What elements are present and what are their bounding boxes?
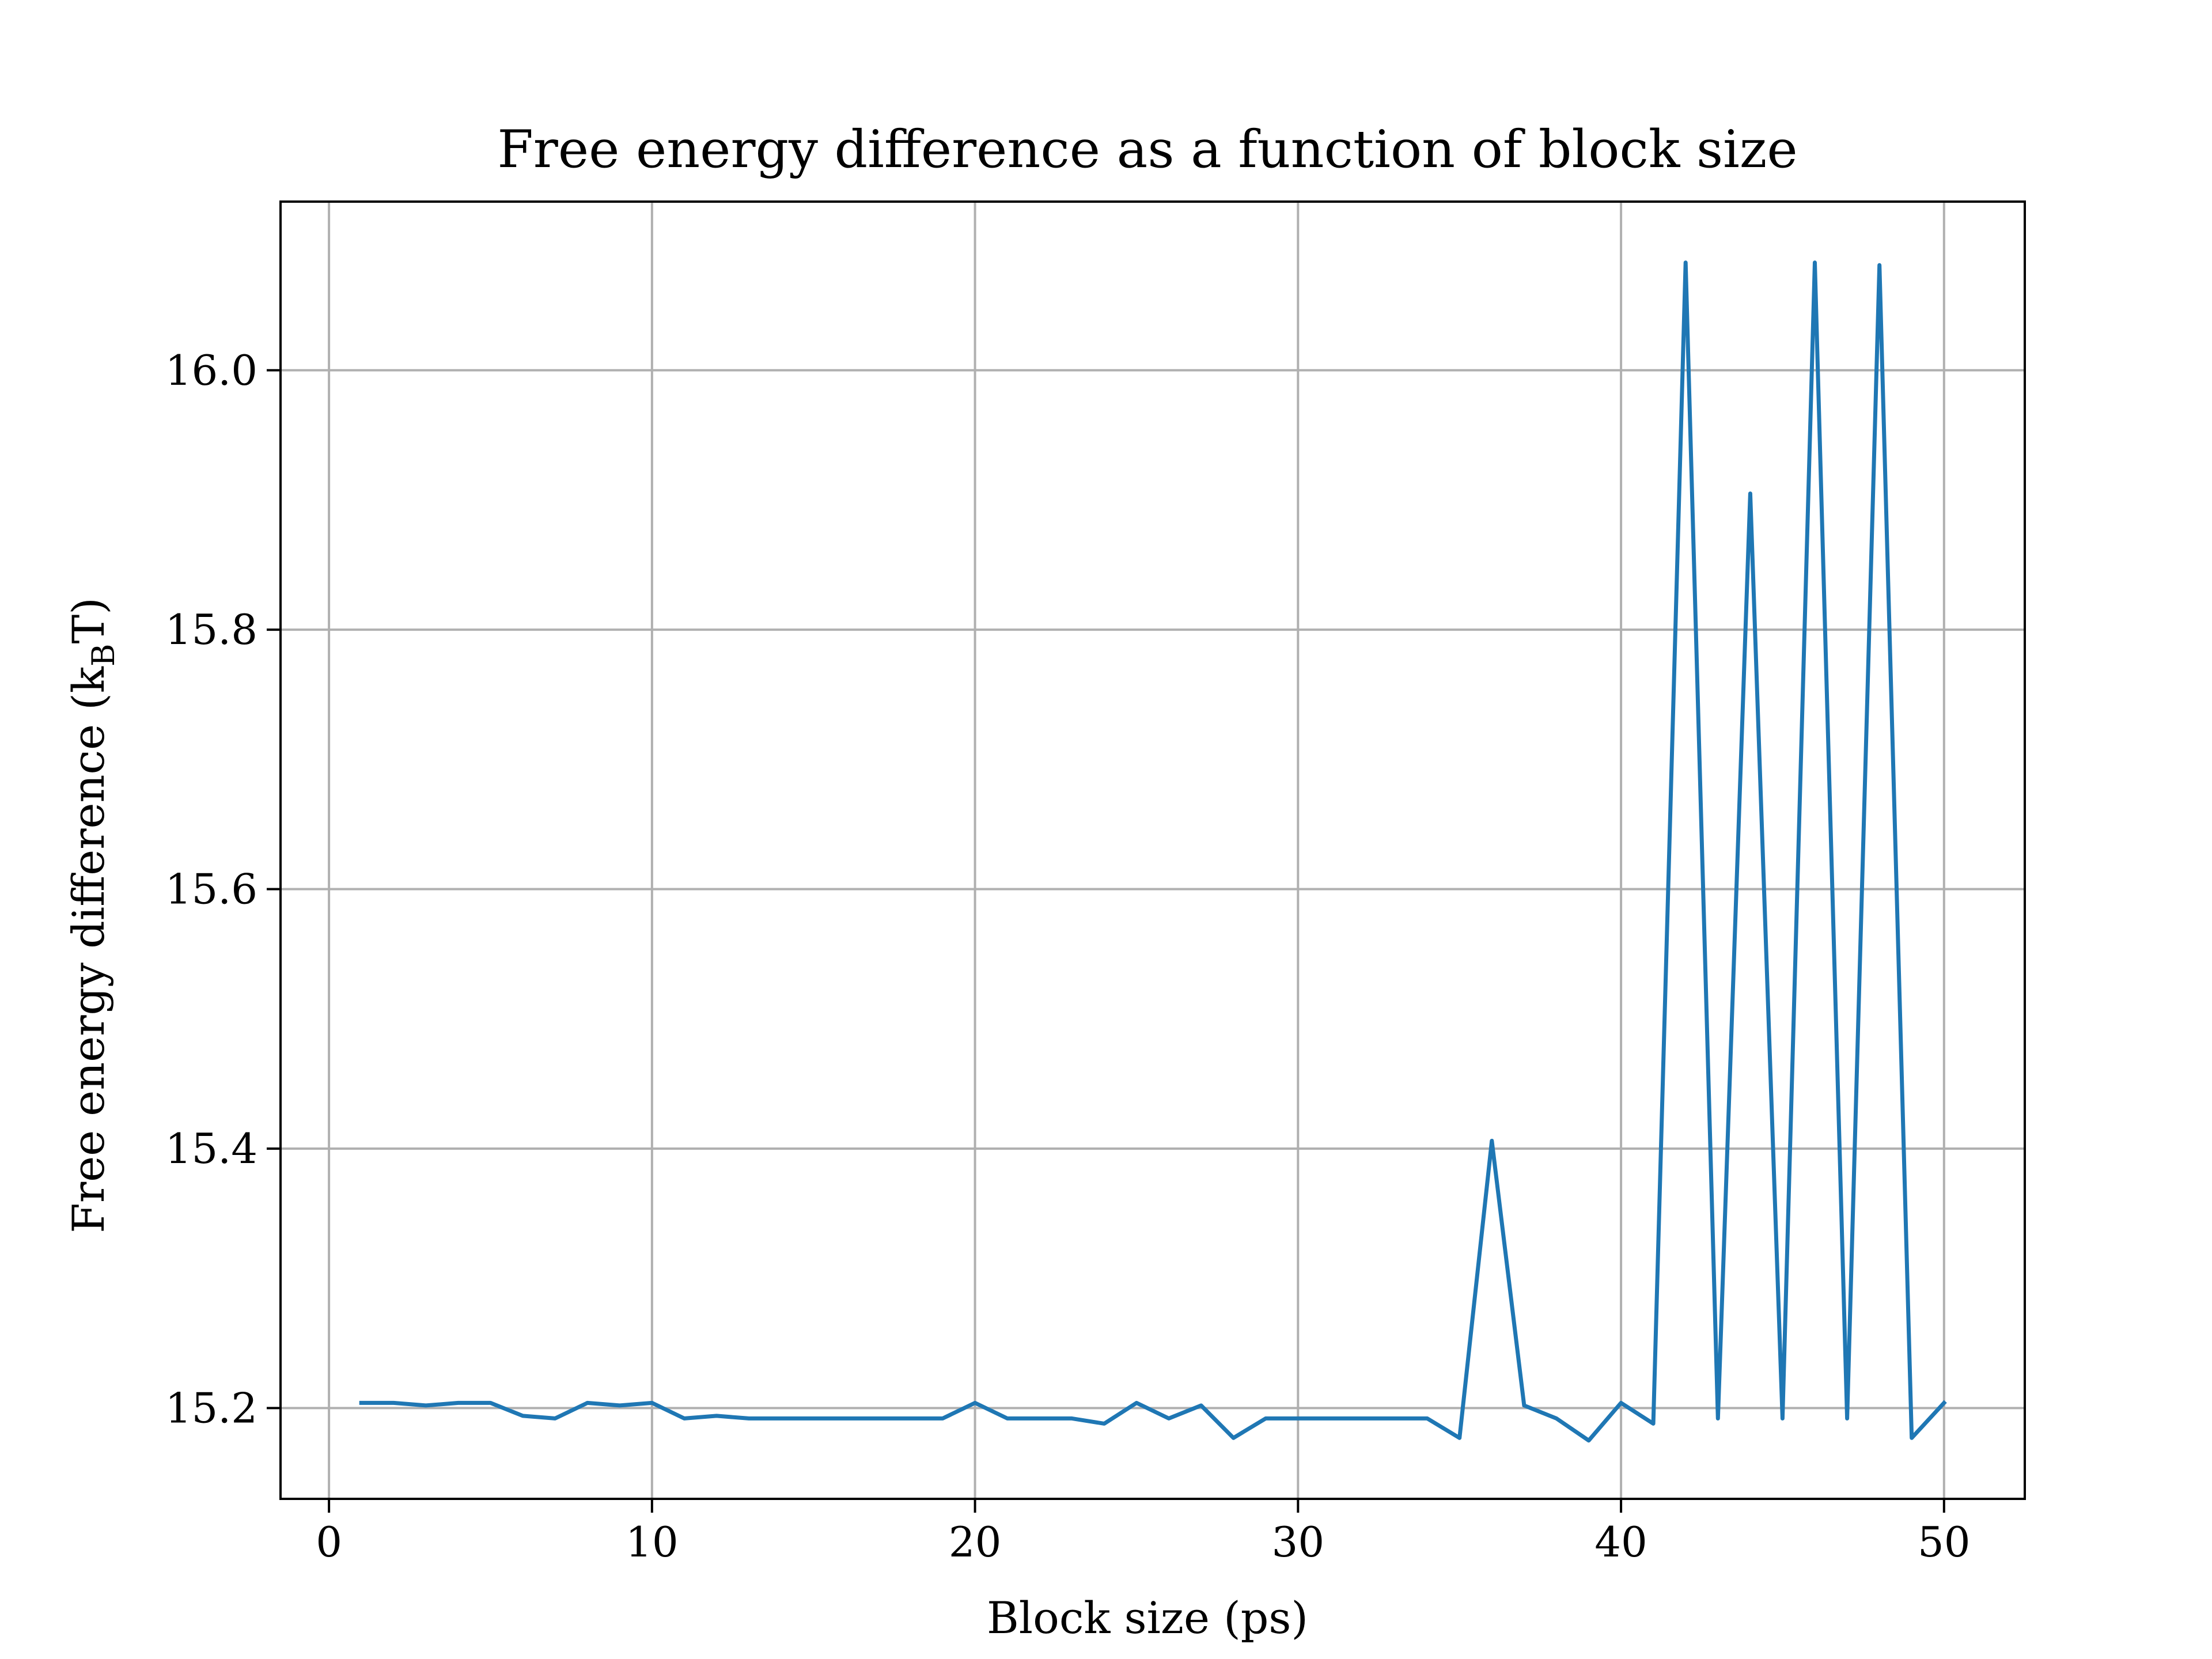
- y-tick-label: 15.2: [165, 1384, 257, 1432]
- ticks: 0 10 20 30 40 50 15.2 15.4 15.6 15.8 16.0: [165, 346, 1971, 1566]
- y-axis-label-main: Free energy difference (k: [63, 666, 114, 1233]
- x-tick-label: 40: [1594, 1518, 1647, 1566]
- series-line: [359, 260, 1947, 1443]
- plot-area: [359, 260, 1947, 1443]
- x-tick-label: 0: [316, 1518, 342, 1566]
- x-tick-label: 20: [949, 1518, 1002, 1566]
- y-axis-label-subscript: B: [85, 643, 122, 666]
- y-axis-label-tail: T): [63, 597, 114, 643]
- x-axis-label: Block size (ps): [987, 1592, 1308, 1643]
- y-tick-label: 15.6: [165, 865, 257, 914]
- axes-frame: [279, 200, 2026, 1500]
- y-axis-label: Free energy difference (kBT): [63, 597, 122, 1233]
- x-tick-label: 30: [1272, 1518, 1325, 1566]
- x-tick-label: 50: [1918, 1518, 1971, 1566]
- y-tick-label: 16.0: [165, 346, 257, 395]
- chart-title: Free energy difference as a function of …: [497, 119, 1797, 180]
- y-tick-label: 15.4: [165, 1124, 257, 1173]
- grid: [281, 202, 2025, 1499]
- y-tick-label: 15.8: [165, 605, 257, 654]
- x-tick-label: 10: [626, 1518, 679, 1566]
